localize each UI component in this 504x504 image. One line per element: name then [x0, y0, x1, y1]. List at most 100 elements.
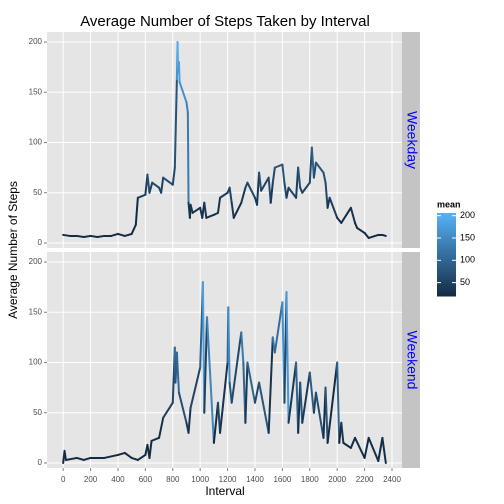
colorbar-segment — [437, 271, 456, 274]
colorbar-segment — [437, 225, 456, 229]
line-segment — [82, 456, 92, 461]
line-segment — [328, 196, 339, 219]
colorbar-segment — [437, 291, 456, 295]
line-segment — [177, 391, 188, 424]
line-segment — [349, 436, 357, 449]
x-tick-label: 2200 — [356, 475, 374, 484]
y-tick-label: 100 — [29, 138, 43, 147]
x-tick-label: 1800 — [301, 475, 319, 484]
y-tick-label: 50 — [33, 188, 42, 197]
line-segment — [110, 232, 119, 237]
line-segment — [244, 361, 249, 424]
colorbar-segment — [437, 279, 456, 282]
colorbar-segment — [437, 273, 456, 276]
x-tick-label: 1000 — [191, 475, 209, 484]
line-segment — [216, 196, 222, 214]
line-segment — [267, 336, 274, 434]
legend-label: 50 — [460, 277, 470, 287]
colorbar-segment — [437, 285, 456, 289]
line-segment — [324, 181, 329, 209]
line-segment — [162, 401, 174, 419]
line-segment — [191, 206, 202, 214]
line-segment — [349, 206, 357, 224]
colorbar-segment — [437, 275, 456, 278]
colorbar-segment — [437, 258, 456, 262]
colorbar-segment — [437, 239, 456, 243]
line-segment — [230, 201, 235, 219]
line-segment — [123, 232, 133, 237]
colorbar-segment — [437, 217, 456, 220]
colorbar-segment — [437, 213, 456, 216]
panel-background — [47, 252, 402, 468]
x-tick-label: 800 — [166, 475, 180, 484]
line-segment — [75, 234, 85, 238]
line-segment — [381, 436, 387, 464]
line-segment — [253, 381, 261, 404]
line-segment — [136, 193, 147, 199]
line-segment — [308, 371, 315, 414]
colorbar-segment — [437, 264, 456, 268]
line-segment — [314, 391, 325, 439]
line-segment — [134, 196, 139, 226]
colorbar-segment — [437, 250, 456, 253]
facet-label: Weekday — [404, 111, 420, 169]
line-segment — [96, 234, 106, 238]
colorbar-segment — [437, 281, 456, 285]
x-tick-label: 1200 — [219, 475, 237, 484]
panel-background — [47, 32, 402, 248]
line-segment — [336, 361, 341, 444]
line-segment — [269, 181, 274, 204]
colorbar-segment — [437, 223, 456, 226]
line-segment — [227, 306, 231, 384]
colorbar-segment — [437, 287, 456, 291]
x-tick-label: 0 — [61, 475, 66, 484]
y-tick-label: 150 — [29, 307, 43, 316]
line-segment — [75, 456, 85, 461]
line-segment — [171, 166, 176, 186]
colorbar-segment — [437, 219, 456, 222]
x-tick-label: 2000 — [328, 475, 346, 484]
y-tick-label: 0 — [38, 238, 43, 247]
line-segment — [232, 201, 243, 219]
chart-title: Average Number of Steps Taken by Interva… — [80, 13, 370, 30]
colorbar-segment — [437, 237, 456, 241]
x-tick-label: 200 — [84, 475, 98, 484]
x-tick-label: 2400 — [383, 475, 401, 484]
line-segment — [158, 416, 165, 439]
legend-label: 150 — [460, 232, 475, 242]
legend-label: 200 — [460, 210, 475, 220]
colorbar-segment — [437, 244, 456, 247]
line-segment — [177, 61, 181, 84]
colorbar-segment — [437, 229, 456, 233]
colorbar-segment — [437, 242, 456, 245]
facet-label: Weekend — [404, 331, 420, 390]
line-segment — [219, 361, 229, 434]
colorbar-segment — [437, 215, 456, 218]
colorbar-segment — [437, 252, 456, 255]
x-tick-label: 600 — [139, 475, 153, 484]
line-segment — [287, 186, 298, 199]
colorbar-segment — [437, 293, 456, 297]
line-segment — [175, 351, 180, 394]
colorbar-segment — [437, 221, 456, 224]
colorbar-segment — [437, 260, 456, 264]
facet-strip — [402, 32, 420, 248]
line-segment — [299, 381, 304, 424]
colorbar-segment — [437, 235, 456, 239]
line-segment — [356, 226, 366, 234]
facet-strip — [402, 252, 420, 468]
line-segment — [301, 371, 311, 424]
line-segment — [189, 366, 202, 409]
line-segment — [146, 173, 151, 194]
line-segment — [301, 181, 311, 194]
colorbar-segment — [437, 269, 456, 272]
colorbar-segment — [437, 248, 456, 251]
line-segment — [271, 166, 276, 184]
y-axis-label: Average Number of Steps — [6, 181, 20, 319]
line-segment — [230, 331, 243, 404]
line-segment — [260, 176, 270, 192]
y-tick-label: 200 — [29, 37, 43, 46]
y-tick-label: 0 — [38, 458, 43, 467]
line-segment — [367, 233, 380, 239]
